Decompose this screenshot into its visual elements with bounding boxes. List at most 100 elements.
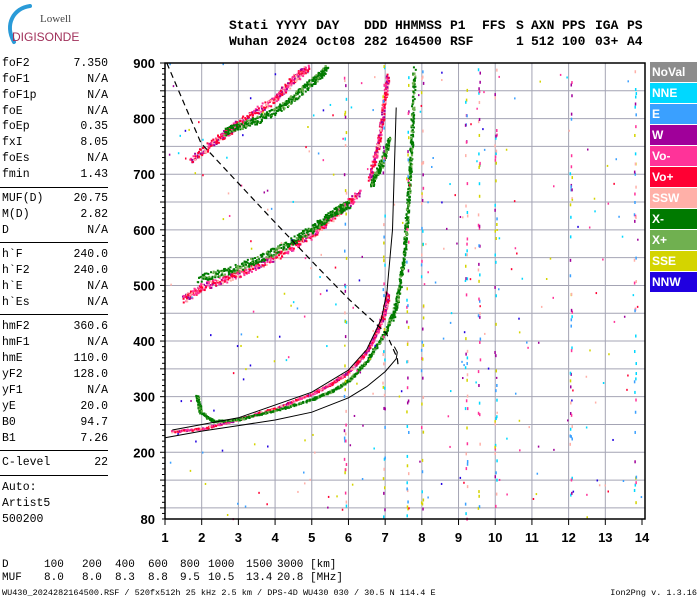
echo-point [409,163,412,166]
echo-point [392,315,395,318]
echo-point [275,95,278,98]
param-row: hmF1 N/A [2,336,108,349]
echo-point [198,148,201,151]
echo-point [634,483,637,487]
echo-point [279,103,282,106]
echo-point [353,201,356,204]
echo-point [384,93,387,96]
echo-point [270,207,273,210]
echo-point [387,322,390,325]
echo-point [465,399,468,403]
echo-point [412,66,415,69]
echo-point [283,92,286,95]
echo-point [382,381,384,385]
echo-point [345,131,348,135]
echo-point [350,379,353,382]
echo-point [335,213,338,216]
echo-point [466,356,469,360]
echo-point [332,389,335,392]
echo-point [243,266,246,269]
echo-point [289,87,292,90]
echo-point [390,314,393,317]
echo-point [285,91,288,94]
echo-point [232,420,235,423]
echo-point [351,198,354,201]
distance-value: 200 [82,559,102,571]
echo-point [260,110,263,113]
echo-point [495,354,497,358]
echo-point [420,426,423,430]
echo-point [224,128,227,131]
echo-point [292,247,295,250]
echo-point [407,269,410,273]
echo-point [407,325,410,329]
echo-point [185,296,188,299]
echo-point [250,262,253,265]
echo-point [570,318,573,322]
echo-point [207,272,210,275]
echo-point [613,182,615,185]
echo-point [380,137,383,140]
echo-point [355,372,358,375]
echo-point [367,350,370,353]
echo-point [413,106,416,109]
echo-point [324,214,327,217]
echo-point [494,203,496,207]
echo-point [209,144,212,147]
echo-point [407,150,409,154]
echo-point [221,270,224,273]
echo-point [303,86,306,89]
echo-point [292,400,295,403]
echo-point [270,257,273,260]
echo-point [222,279,225,282]
echo-point [376,327,379,330]
echo-point [218,419,221,422]
echo-point [327,66,330,69]
echo-point [209,143,212,146]
echo-point [208,278,211,281]
echo-point [309,85,312,88]
echo-point [382,362,385,366]
echo-point [278,335,281,338]
echo-point [350,202,353,205]
echo-point [262,265,265,268]
echo-point [569,172,572,176]
echo-point [386,93,389,96]
echo-point [405,213,408,216]
echo-point [382,288,385,292]
echo-point [407,218,410,221]
echo-point [222,135,225,138]
echo-point [535,493,538,496]
echo-point [372,352,375,355]
echo-point [635,125,637,129]
echo-point [266,106,269,109]
echo-point [254,268,257,271]
echo-point [376,142,379,145]
echo-point [183,295,186,298]
param-value: 240.0 [73,264,108,277]
echo-point [269,250,272,253]
echo-point [357,370,360,373]
echo-point [271,255,274,258]
echo-point [496,383,498,387]
echo-point [478,194,481,198]
echo-point [270,115,273,118]
echo-point [315,391,318,394]
echo-point [392,307,395,310]
echo-point [494,229,497,233]
echo-point [312,114,315,117]
x-tick-label: 8 [418,530,425,545]
echo-point [231,419,234,422]
echo-point [422,129,424,133]
echo-point [231,278,234,281]
echo-point [216,140,219,143]
echo-point [478,244,480,248]
echo-point [243,416,246,419]
echo-point [178,430,181,433]
echo-point [253,109,256,112]
echo-point [340,210,343,213]
echo-point [284,89,287,92]
echo-point [373,183,376,186]
echo-point [441,201,443,204]
echo-point [477,213,480,217]
